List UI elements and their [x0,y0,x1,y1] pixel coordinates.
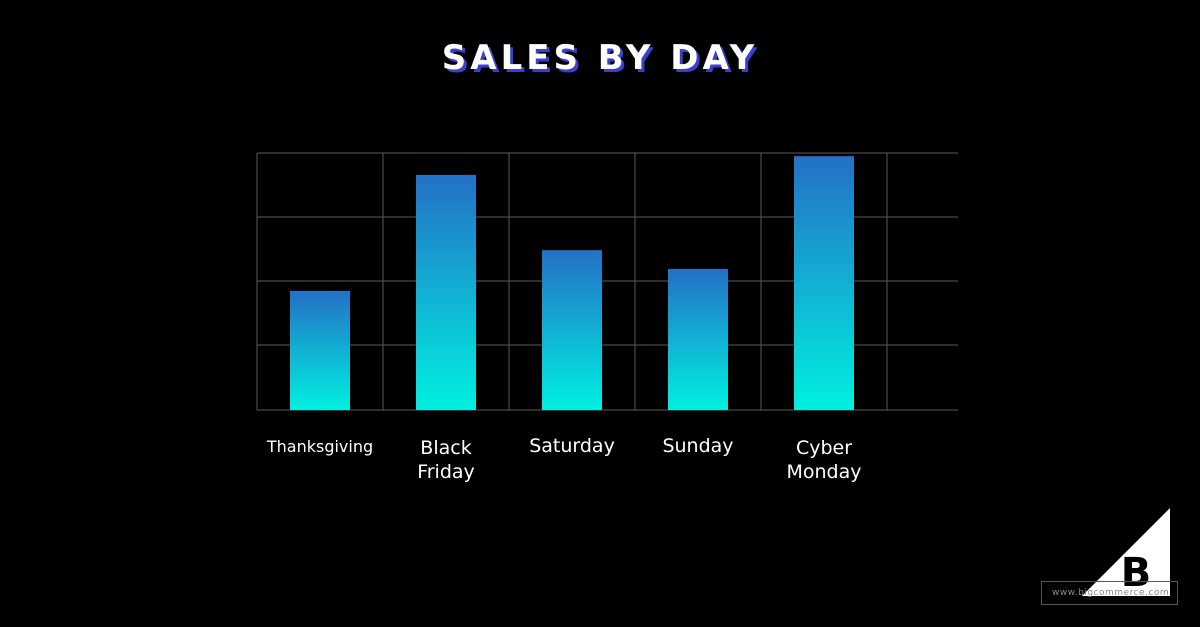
bar-sunday [668,268,728,410]
logo-url: www.bigcommerce.com [1041,581,1178,605]
x-tick-label: Black Friday [417,437,475,483]
bar-cyber-monday [794,156,854,410]
chart-title: SALES BY DAY [441,38,759,78]
x-tick-label: Sunday [662,435,733,457]
x-axis-labels: Thanksgiving Black Friday Saturday Sunday Cyb… [266,435,862,483]
x-tick-label: Saturday [529,435,615,457]
logo-letter: B [1121,550,1152,596]
bar-thanksgiving [290,290,350,410]
bar-saturday [542,250,602,410]
x-tick-label: Thanksgiving [266,437,373,456]
chart-grid [256,152,958,411]
bigcommerce-logo-icon: B [1082,508,1170,596]
chart-bars [290,156,854,410]
x-tick-label: Cyber Monday [786,437,861,483]
bar-black-friday [416,174,476,410]
